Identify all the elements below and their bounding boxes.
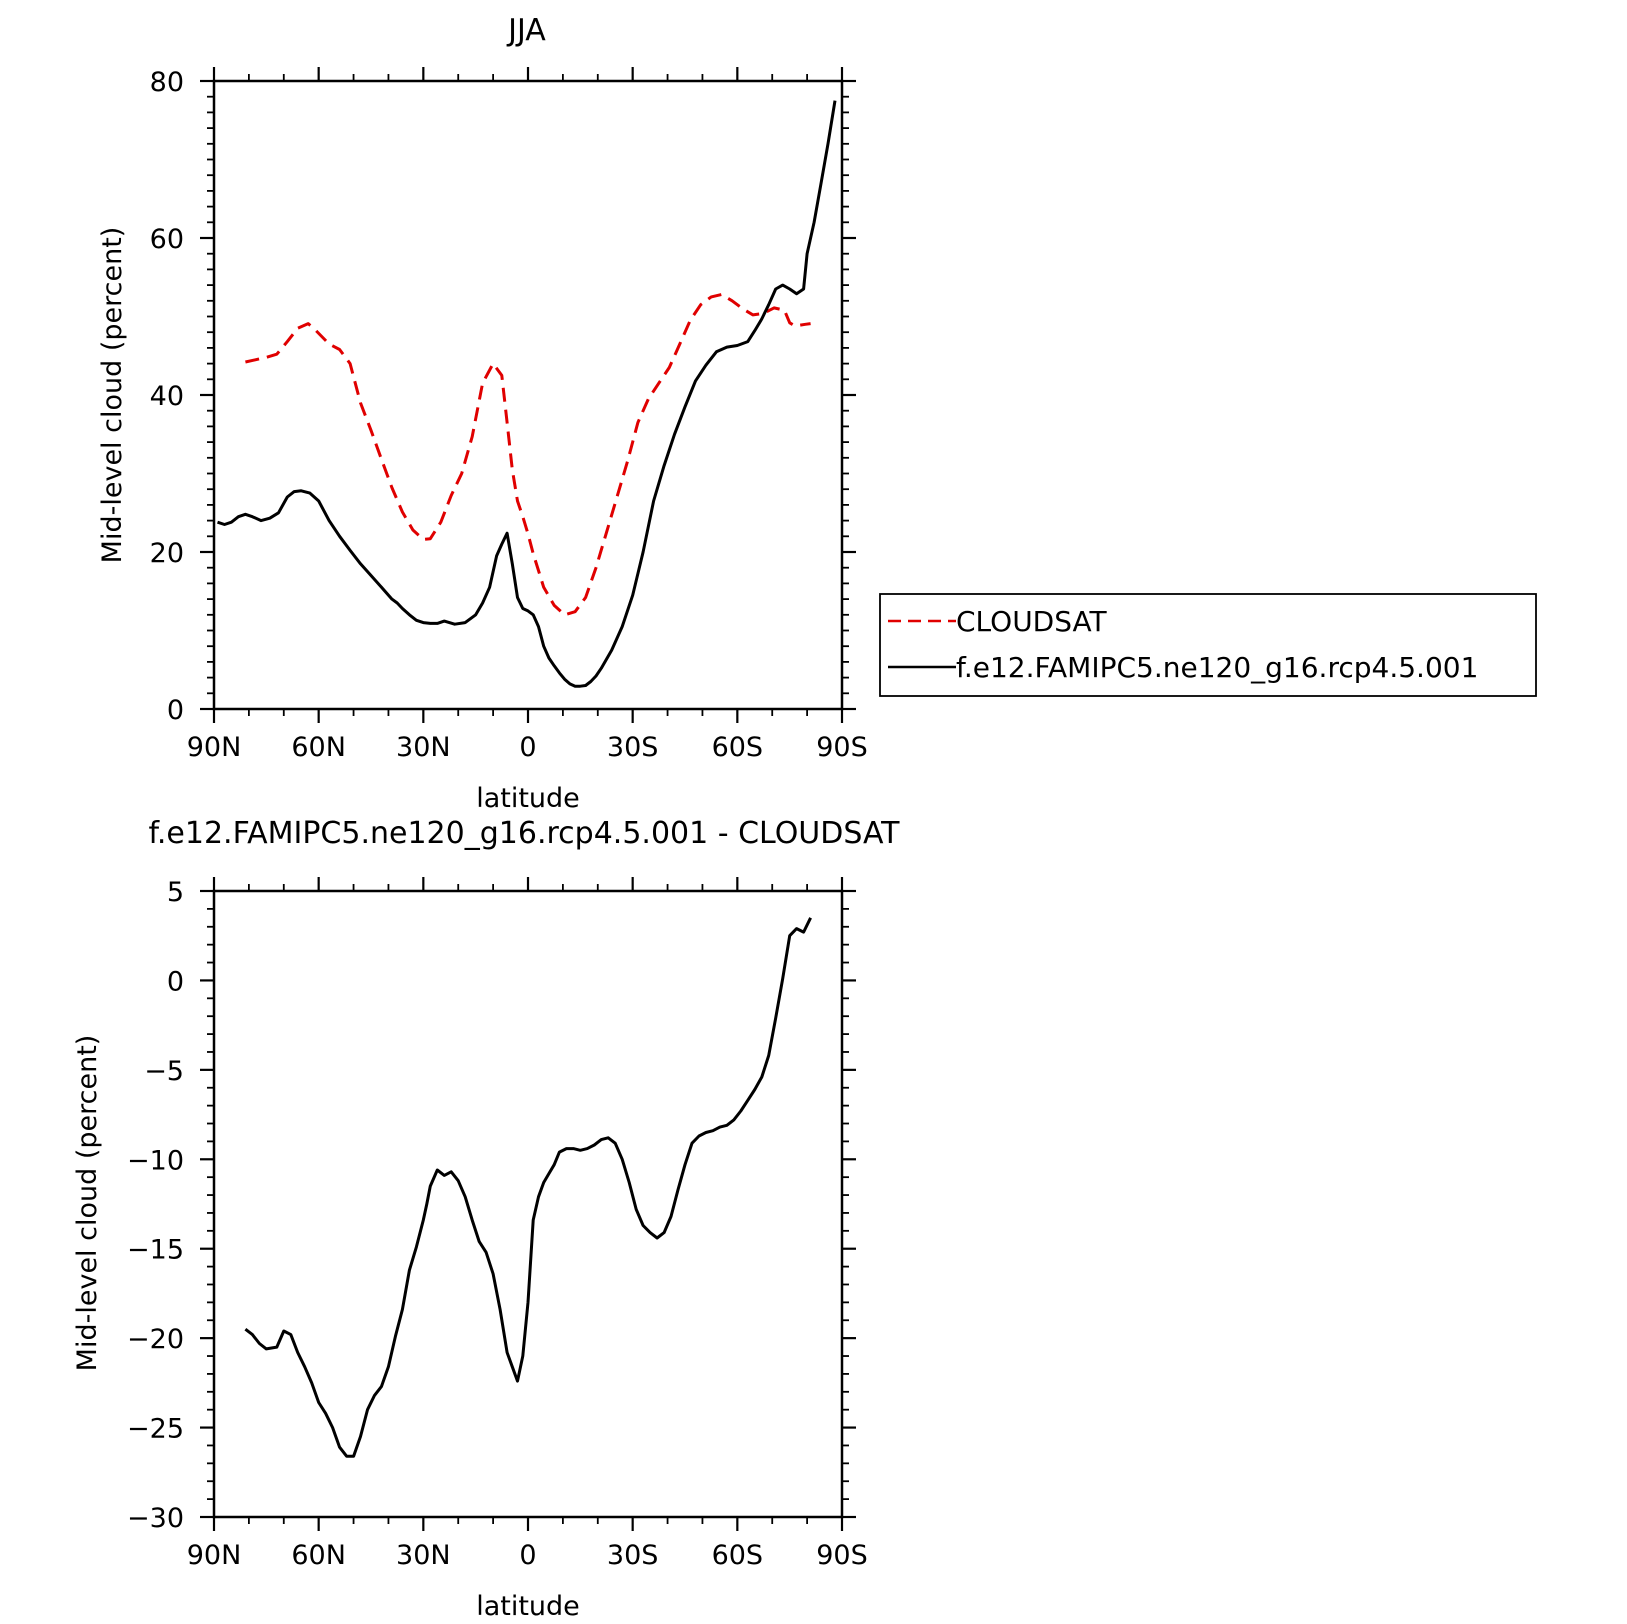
bottom-y-tick-label: −5 — [144, 1056, 184, 1087]
bottom-panel-title: f.e12.FAMIPC5.ne120_g16.rcp4.5.001 - CLO… — [149, 816, 901, 851]
top-panel-y-axis-label: Mid-level cloud (percent) — [97, 227, 128, 564]
bottom-y-tick-label: 5 — [167, 877, 184, 908]
bottom-x-tick-label: 60S — [712, 1540, 764, 1571]
bottom-panel-y-axis-label: Mid-level cloud (percent) — [72, 1035, 103, 1372]
top-series-line-model — [217, 100, 837, 688]
bottom-panel-ticks — [200, 877, 856, 1531]
top-x-tick-label: 0 — [519, 732, 536, 763]
top-y-tick-label: 60 — [150, 224, 184, 255]
top-series-line-cloudsat — [245, 293, 811, 617]
top-panel-series — [217, 100, 837, 688]
bottom-panel-series — [244, 917, 812, 1458]
top-panel-title: JJA — [506, 13, 546, 48]
top-x-tick-label: 30N — [396, 732, 451, 763]
top-panel-plot-frame — [212, 79, 844, 711]
bottom-y-tick-label: −25 — [127, 1414, 184, 1445]
top-panel-ticks — [200, 67, 856, 723]
top-y-tick-label: 80 — [150, 67, 184, 98]
bottom-panel-x-axis-label: latitude — [476, 1591, 580, 1622]
bottom-y-tick-label: −20 — [127, 1324, 184, 1355]
legend-label-model: f.e12.FAMIPC5.ne120_g16.rcp4.5.001 — [956, 651, 1478, 684]
top-x-tick-label: 90N — [187, 732, 242, 763]
legend-box — [879, 593, 1537, 697]
bottom-panel-plot-frame — [212, 889, 844, 1519]
legend-label-cloudsat: CLOUDSAT — [956, 605, 1108, 638]
bottom-x-tick-label: 60N — [291, 1540, 346, 1571]
top-y-tick-label: 20 — [150, 538, 184, 569]
top-x-tick-label: 90S — [816, 732, 868, 763]
top-x-tick-label: 60S — [712, 732, 764, 763]
bottom-y-tick-label: −30 — [127, 1503, 184, 1534]
top-panel-x-axis-label: latitude — [476, 783, 580, 814]
top-x-tick-label: 30S — [607, 732, 659, 763]
bottom-y-tick-label: 0 — [167, 966, 184, 997]
bottom-x-tick-label: 30N — [396, 1540, 451, 1571]
bottom-x-tick-label: 90N — [187, 1540, 242, 1571]
bottom-panel: f.e12.FAMIPC5.ne120_g16.rcp4.5.001 - CLO… — [72, 816, 900, 1622]
legend: CLOUDSAT f.e12.FAMIPC5.ne120_g16.rcp4.5.… — [879, 593, 1537, 697]
bottom-x-tick-label: 30S — [607, 1540, 659, 1571]
top-y-tick-label: 0 — [167, 695, 184, 726]
top-y-tick-label: 40 — [150, 381, 184, 412]
top-panel: JJA 90N 60N 30N 0 30S 60S 90S 0 20 40 60 80 latitud… — [97, 13, 868, 814]
bottom-y-tick-label: −15 — [127, 1235, 184, 1266]
top-x-tick-label: 60N — [291, 732, 346, 763]
bottom-x-tick-label: 90S — [816, 1540, 868, 1571]
bottom-x-tick-label: 0 — [519, 1540, 536, 1571]
top-panel-tick-labels: 90N 60N 30N 0 30S 60S 90S 0 20 40 60 80 — [150, 67, 868, 763]
bottom-y-tick-label: −10 — [127, 1145, 184, 1176]
bottom-panel-tick-labels: 90N 60N 30N 0 30S 60S 90S −30 −25 −20 −15 −10 −5 0 5 — [127, 877, 868, 1571]
bottom-series-line-difference — [244, 917, 812, 1458]
